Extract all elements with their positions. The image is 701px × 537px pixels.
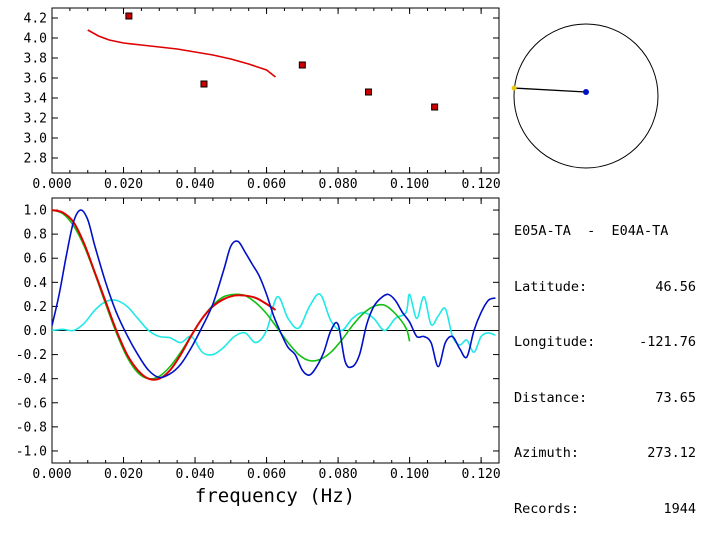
info-value: 73.65	[655, 389, 696, 406]
info-label: Longitude:	[514, 334, 596, 350]
dispersion-x-tick-label: 0.040	[175, 177, 214, 192]
info-row-azimuth: Azimuth: 273.12	[514, 444, 696, 463]
info-row-distance: Distance: 73.65	[514, 389, 696, 408]
info-value: 273.12	[647, 445, 696, 461]
correlation-y-tick-label: -0.2	[16, 348, 47, 363]
dispersion-point	[298, 61, 306, 69]
info-label: Latitude:	[514, 278, 588, 295]
dispersion-y-tick-label: 2.8	[24, 152, 47, 167]
correlation-panel: 0.000 0.020 0.040 0.060 0.080 0.100 0.120 1.0 0.…	[16, 197, 501, 507]
green-curve	[52, 209, 411, 380]
dispersion-x-tick-label: 0.000	[32, 177, 71, 192]
dispersion-y-tick-label: 3.2	[24, 112, 47, 127]
correlation-y-tick-label: -0.8	[16, 420, 47, 435]
info-label: Distance:	[514, 389, 588, 406]
info-label: Azimuth:	[514, 445, 580, 461]
dispersion-x-tick-label: 0.020	[104, 177, 143, 192]
correlation-y-tick-label: 0.4	[24, 276, 48, 291]
info-label: Records:	[514, 500, 580, 517]
correlation-x-tick-label: 0.060	[247, 467, 286, 482]
dispersion-y-tick-label: 3.4	[24, 92, 48, 107]
azimuth-circle	[513, 23, 659, 169]
station-info-panel: E05A-TA - E04A-TA Latitude: 46.56 Longitu…	[514, 185, 696, 537]
azimuth-line	[514, 87, 587, 93]
blue-curve	[52, 209, 496, 379]
cyan-curve	[52, 293, 496, 356]
dispersion-point	[364, 88, 372, 96]
correlation-x-tick-label: 0.120	[462, 467, 501, 482]
info-value: 1944	[663, 500, 696, 517]
red-curve	[52, 209, 277, 381]
dispersion-y-tick-label: 4.0	[24, 32, 47, 47]
dispersion-y-tick-label: 3.6	[24, 72, 47, 87]
azimuth-station-marker	[511, 85, 517, 91]
dispersion-y-tick-label: 3.8	[24, 52, 47, 67]
figure-canvas: 0.000 0.020 0.040 0.060 0.080 0.100 0.120 2.8 3.…	[16, 7, 659, 507]
dispersion-curve	[87, 29, 276, 78]
correlation-y-tick-label: -0.6	[16, 396, 47, 411]
correlation-x-tick-label: 0.000	[32, 467, 71, 482]
correlation-y-tick-label: 0.6	[24, 252, 47, 267]
info-row-latitude: Latitude: 46.56	[514, 278, 696, 297]
info-row-longitude: Longitude: -121.76	[514, 333, 696, 352]
center-station-marker	[583, 89, 589, 95]
dispersion-point	[125, 12, 133, 20]
dispersion-x-tick-label: 0.080	[319, 177, 358, 192]
correlation-x-tick-label: 0.080	[319, 467, 358, 482]
dispersion-y-tick-label: 3.0	[24, 132, 47, 147]
dispersion-panel: 0.000 0.020 0.040 0.060 0.080 0.100 0.120 2.8 3.…	[24, 7, 501, 192]
correlation-y-tick-label: -0.4	[16, 372, 47, 387]
azimuth-circle-panel	[511, 23, 659, 169]
correlation-y-tick-label: 0.0	[24, 324, 47, 339]
dispersion-x-tick-label: 0.060	[247, 177, 286, 192]
correlation-y-tick-label: 0.2	[24, 300, 47, 315]
dispersion-point	[200, 80, 208, 88]
correlation-y-tick-label: -1.0	[16, 444, 47, 459]
info-value: -121.76	[639, 334, 696, 350]
x-axis-title: frequency (Hz)	[195, 485, 355, 507]
correlation-y-tick-label: 0.8	[24, 228, 47, 243]
dispersion-x-tick-label: 0.100	[390, 177, 429, 192]
station-pair-header: E05A-TA - E04A-TA	[514, 223, 669, 239]
correlation-x-tick-label: 0.100	[390, 467, 429, 482]
correlation-x-tick-label: 0.040	[175, 467, 214, 482]
dispersion-x-tick-label: 0.120	[462, 177, 501, 192]
info-row-records: Records: 1944	[514, 500, 696, 519]
info-value: 46.56	[655, 278, 696, 295]
dispersion-point	[431, 103, 439, 111]
correlation-x-tick-label: 0.020	[104, 467, 143, 482]
correlation-y-tick-label: 1.0	[24, 204, 47, 219]
dispersion-plot-frame	[51, 7, 500, 174]
dispersion-y-tick-label: 4.2	[24, 12, 47, 27]
